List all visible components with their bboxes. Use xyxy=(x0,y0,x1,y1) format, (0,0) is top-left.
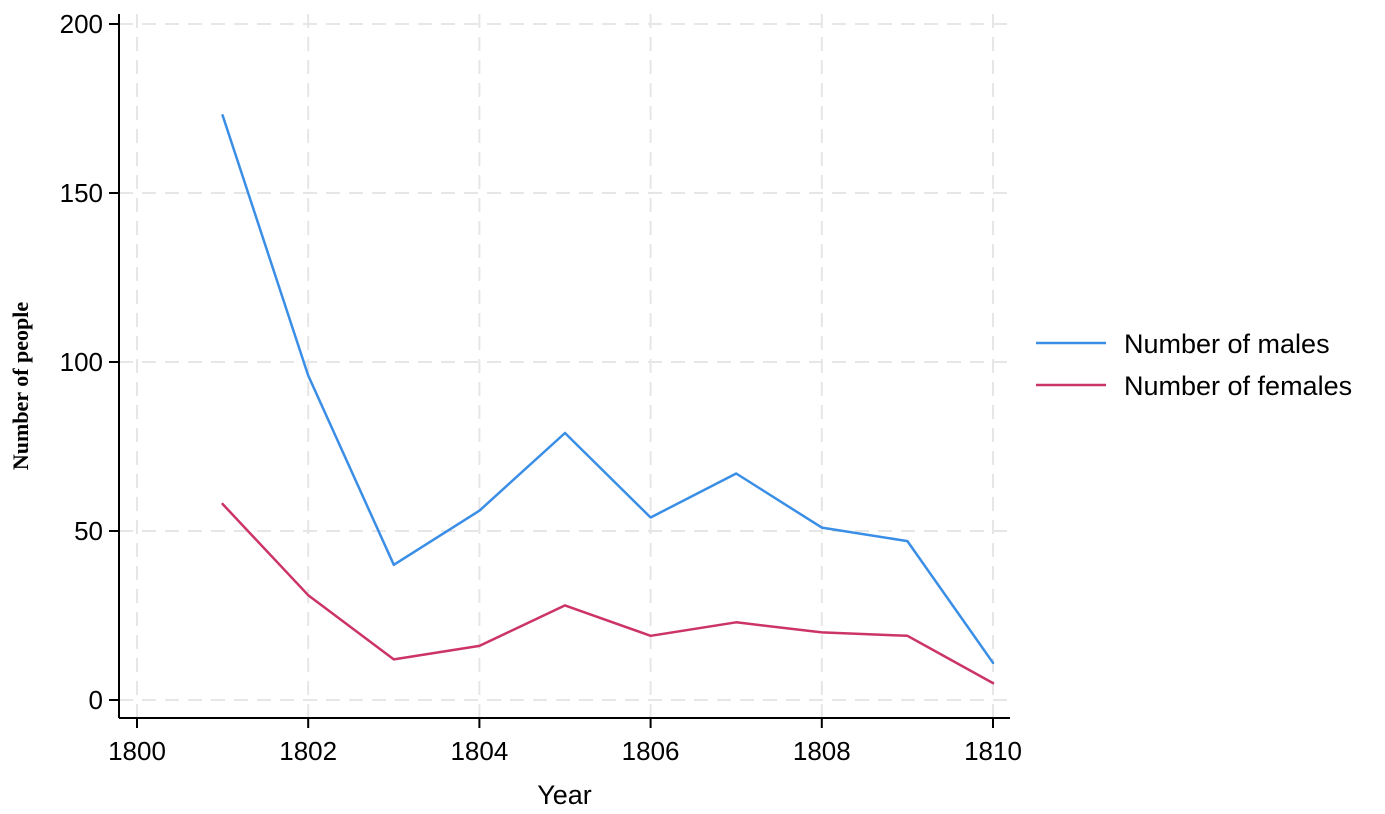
grid xyxy=(119,14,1010,718)
x-tick-label: 1800 xyxy=(108,736,166,766)
y-tick-label: 50 xyxy=(74,516,103,546)
y-tick-label: 150 xyxy=(60,178,103,208)
y-axis-title: Number of people xyxy=(8,302,33,470)
x-axis-title: Year xyxy=(537,780,592,810)
legend: Number of males Number of females xyxy=(1036,329,1352,401)
series-line-females xyxy=(221,502,995,685)
axes: 0 50 100 150 200 1800 1802 1804 1806 1808 1810 xyxy=(60,9,1022,766)
x-tick-label: 1802 xyxy=(279,736,337,766)
x-tick-label: 1808 xyxy=(793,736,851,766)
x-tick-label: 1806 xyxy=(622,736,680,766)
series-line-males xyxy=(221,114,995,665)
x-tick-label: 1804 xyxy=(450,736,508,766)
y-tick-label: 100 xyxy=(60,347,103,377)
legend-label: Number of females xyxy=(1124,371,1352,401)
x-tick-label: 1810 xyxy=(964,736,1022,766)
series-lines xyxy=(221,114,995,685)
y-tick-label: 200 xyxy=(60,9,103,39)
legend-label: Number of males xyxy=(1124,329,1330,359)
y-tick-label: 0 xyxy=(89,685,103,715)
